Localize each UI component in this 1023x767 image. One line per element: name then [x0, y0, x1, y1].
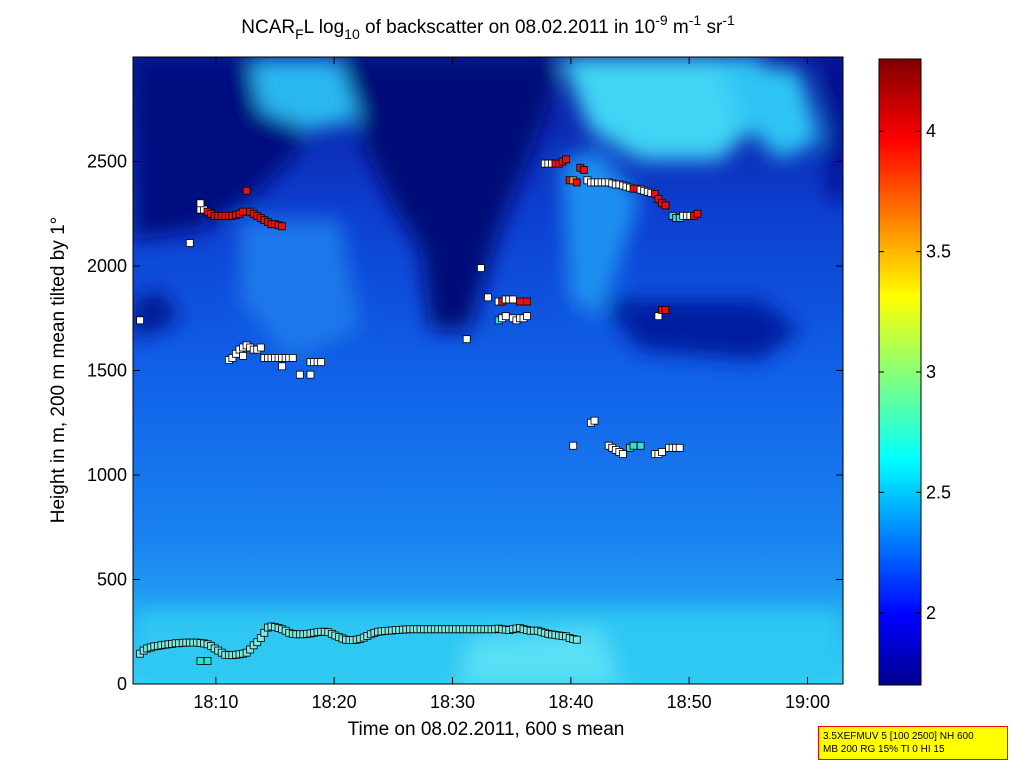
cloud-layer-6-marker: [569, 441, 578, 450]
x-tick-label: 18:20: [312, 692, 357, 712]
x-axis: 18:10 18:20 18:30 18:40 18:50 19:00: [193, 57, 830, 712]
y-tick-label: 1500: [87, 361, 127, 381]
cloud-layer-5-marker: [501, 312, 510, 321]
colorbar-tick-label: 4: [926, 121, 936, 141]
cloud-layer-6-marker: [658, 448, 666, 456]
cloud-base-layer-2-marker: [288, 354, 297, 362]
x-tick-label: 18:50: [667, 692, 712, 712]
info-line-2: MB 200 RG 15% TI 0 HI 15: [823, 744, 945, 755]
y-tick-label: 2000: [87, 256, 127, 276]
y-axis: 0 500 1000 1500 2000 2500: [87, 152, 843, 694]
colorbar-tick-label: 2.5: [926, 482, 951, 502]
chart-title: NCARFL log10 of backscatter on 08.02.201…: [241, 12, 735, 42]
cloud-layer-4-marker: [562, 155, 570, 164]
cloud-layer-6-marker: [661, 305, 670, 314]
cloud-base-layer-2-marker: [317, 358, 326, 367]
cloud-layer-3-marker: [196, 199, 205, 208]
cloud-base-layer-2-marker: [295, 370, 304, 379]
y-tick-label: 1000: [87, 465, 127, 485]
y-tick-label: 500: [97, 570, 127, 590]
cloud-layer-3-marker: [136, 316, 145, 325]
cloud-base-layer-2-marker: [306, 370, 315, 379]
processing-info-box: 3.5XEFMUV 5 [100 2500] NH 600 MB 200 RG …: [818, 726, 1008, 760]
cloud-layer-3-marker: [278, 222, 287, 231]
cloud-layer-6-marker: [619, 450, 627, 459]
heatmap-field: [133, 57, 843, 684]
x-tick-label: 18:30: [430, 692, 475, 712]
x-tick-label: 18:10: [193, 692, 238, 712]
cloud-layer-4-marker: [579, 165, 588, 174]
cloud-markers: [136, 155, 702, 665]
cloud-layer-4-marker: [661, 201, 670, 210]
cloud-layer-5-marker: [508, 295, 517, 304]
cloud-layer-6-marker: [629, 441, 638, 450]
cloud-layer-6-marker: [636, 441, 645, 450]
cloud-layer-4-marker: [572, 178, 581, 187]
low-outliers-marker: [196, 657, 205, 665]
cloud-layer-3-marker: [239, 207, 247, 216]
low-outliers-marker: [203, 657, 212, 665]
cloud-layer-3-marker: [242, 186, 251, 195]
colorbar-tick-label: 3: [926, 362, 936, 382]
cloud-layer-5-marker: [476, 264, 485, 272]
y-tick-label: 2500: [87, 152, 127, 172]
cloud-layer-6-marker: [675, 443, 684, 452]
x-tick-label: 19:00: [785, 692, 830, 712]
cloud-base-layer-2-marker: [278, 362, 287, 371]
cloud-base-layer-2-marker: [256, 343, 265, 352]
colorbar-ticks: 2 2.5 3 3.5 4: [879, 121, 951, 623]
cloud-layer-5-marker: [462, 335, 471, 344]
cloud-base-layer-1-marker: [572, 635, 581, 644]
cloud-base-layer-2-marker: [239, 351, 247, 360]
info-line-1: 3.5XEFMUV 5 [100 2500] NH 600: [823, 731, 974, 742]
colorbar-tick-label: 2: [926, 603, 936, 623]
colorbar-tick-label: 3.5: [926, 242, 951, 262]
y-axis-label: Height in m, 200 m mean tilted by 1°: [48, 217, 69, 523]
cloud-layer-5-marker: [523, 297, 531, 306]
x-tick-label: 18:40: [548, 692, 593, 712]
cloud-layer-5-marker: [523, 312, 531, 321]
colorbar: [878, 58, 922, 686]
cloud-layer-5-marker: [484, 293, 492, 302]
x-axis-label: Time on 08.02.2011, 600 s mean: [348, 719, 625, 740]
cloud-layer-4-marker: [693, 209, 702, 218]
y-tick-label: 0: [117, 674, 127, 694]
cloud-layer-3-marker: [185, 239, 194, 247]
cloud-layer-6-marker: [590, 416, 599, 425]
cloud-layer-5-marker: [516, 297, 524, 306]
